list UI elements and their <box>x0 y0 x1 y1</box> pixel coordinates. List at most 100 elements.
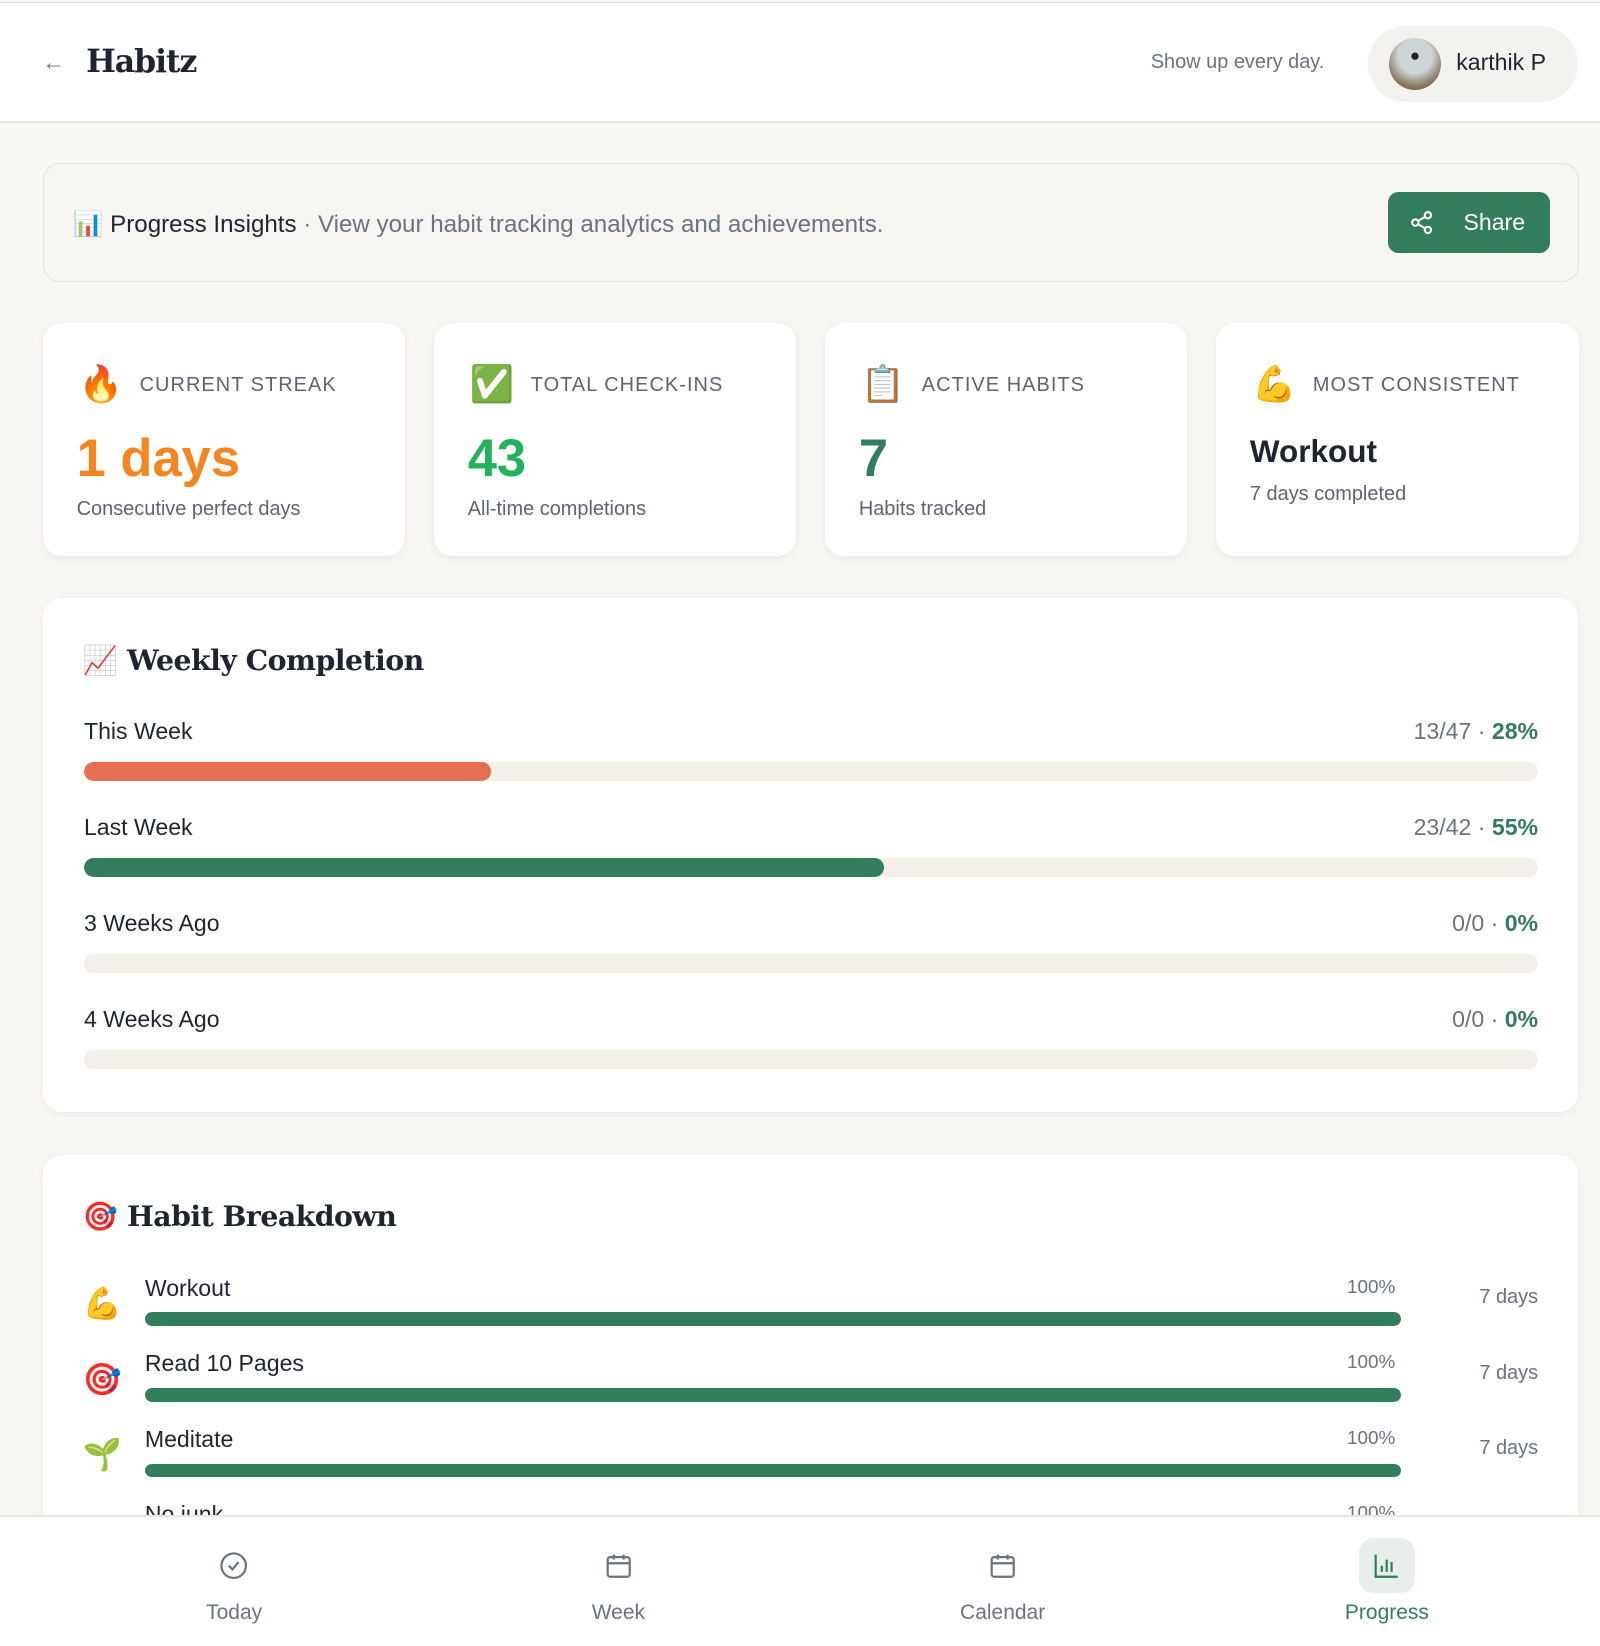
stat-card: 📋 ACTIVE HABITS 7 Habits tracked <box>825 323 1188 557</box>
week-label: Last Week <box>83 814 193 841</box>
calendar-icon <box>990 1554 1015 1578</box>
week-stats: 0/0 · 0% <box>1452 910 1539 937</box>
stat-caption: Consecutive perfect days <box>76 497 301 520</box>
app-header: ← Habitz Show up every day. karthik P <box>0 2 1600 123</box>
week-label: 3 Weeks Ago <box>83 910 220 937</box>
tab-today-label: Today <box>206 1600 263 1624</box>
check-circle-icon <box>220 1551 248 1579</box>
week-stats: 23/42 · 55% <box>1413 814 1539 841</box>
weekly-completion-panel: 📈 Weekly Completion This Week 13/47 · 28… <box>43 598 1578 1112</box>
habit-progress-fill <box>144 1387 1401 1402</box>
habit-progress-track <box>144 1463 1401 1478</box>
stat-value: Workout <box>1249 432 1377 469</box>
habit-name: Read 10 Pages <box>144 1350 304 1377</box>
stat-icon: 📋 <box>860 364 906 405</box>
week-count: 23/42 <box>1413 814 1472 841</box>
tab-week-label: Week <box>591 1600 645 1624</box>
bottom-nav: Today Week Calendar Progress <box>0 1515 1600 1646</box>
share-icon <box>1410 210 1432 235</box>
stat-card: ✅ TOTAL CHECK-INS 43 All-time completion… <box>434 323 797 557</box>
stat-value: 1 days <box>76 429 241 489</box>
progress-track <box>83 954 1539 974</box>
week-label: 4 Weeks Ago <box>83 1006 220 1033</box>
week-count: 13/47 <box>1413 718 1472 745</box>
weekly-title-text: Weekly Completion <box>127 642 424 677</box>
habit-icon: 💪 <box>82 1285 123 1322</box>
stat-card: 💪 MOST CONSISTENT Workout 7 days complet… <box>1216 323 1579 557</box>
progress-fill <box>83 762 492 782</box>
stat-caption: 7 days completed <box>1249 482 1407 505</box>
habit-name: Meditate <box>144 1425 234 1452</box>
stat-icon: 💪 <box>1251 364 1297 405</box>
habit-progress-fill <box>144 1463 1401 1478</box>
target-icon: 🎯 <box>82 1198 118 1233</box>
week-stats: 13/47 · 28% <box>1413 718 1539 745</box>
banner-text: 📊 Progress Insights · View your habit tr… <box>73 210 883 239</box>
chart-increasing-icon: 📈 <box>82 642 118 677</box>
stat-label: TOTAL CHECK-INS <box>530 373 724 396</box>
stat-caption: Habits tracked <box>858 497 987 520</box>
share-button[interactable]: Share <box>1387 192 1550 253</box>
habit-progress-fill <box>144 1312 1401 1326</box>
habit-row: 🎯 Read 10 Pages 100% 7 days <box>83 1350 1538 1413</box>
habit-row: 🌱 Meditate 100% 7 days <box>83 1426 1538 1489</box>
weekly-row: Last Week 23/42 · 55% <box>83 814 1539 879</box>
weekly-row: 3 Weeks Ago 0/0 · 0% <box>83 910 1539 975</box>
stat-value: 7 <box>858 429 889 489</box>
habit-name: Workout <box>144 1274 231 1301</box>
stat-icon: 🔥 <box>78 364 124 405</box>
habit-percent: 100% <box>1347 1352 1396 1374</box>
stat-label: MOST CONSISTENT <box>1312 373 1520 396</box>
habit-breakdown-title: 🎯 Habit Breakdown <box>82 1198 397 1233</box>
habit-percent: 100% <box>1347 1276 1396 1298</box>
breakdown-title-text: Habit Breakdown <box>127 1198 397 1233</box>
tab-progress-label: Progress <box>1344 1600 1429 1624</box>
weekly-completion-title: 📈 Weekly Completion <box>83 643 424 677</box>
week-count: 0/0 <box>1452 910 1485 937</box>
habit-percent: 100% <box>1347 1427 1396 1449</box>
progress-fill <box>83 858 884 878</box>
tab-week[interactable]: Week <box>513 1517 723 1646</box>
week-label: This Week <box>83 718 193 745</box>
habit-days: 7 days <box>1479 1437 1539 1460</box>
tab-today[interactable]: Today <box>129 1517 339 1646</box>
week-stats: 0/0 · 0% <box>1452 1006 1539 1033</box>
stat-label: ACTIVE HABITS <box>921 373 1086 396</box>
banner-subtitle: · View your habit tracking analytics and… <box>303 210 884 238</box>
weekly-row: This Week 13/47 · 28% <box>83 718 1539 783</box>
habit-progress-track <box>144 1387 1401 1402</box>
week-count: 0/0 <box>1452 1006 1485 1033</box>
progress-track <box>83 1050 1539 1070</box>
habit-row: 💪 Workout 100% 7 days <box>83 1275 1538 1338</box>
tab-calendar[interactable]: Calendar <box>898 1517 1108 1646</box>
habit-days: 7 days <box>1479 1286 1539 1309</box>
stat-label: CURRENT STREAK <box>139 373 337 396</box>
weekly-row: 4 Weeks Ago 0/0 · 0% <box>83 1006 1539 1071</box>
share-label: Share <box>1463 208 1526 235</box>
week-percent: 0% <box>1504 1006 1539 1033</box>
user-menu[interactable]: karthik P <box>1368 26 1578 102</box>
habit-icon: 🌱 <box>82 1436 123 1473</box>
week-percent: 0% <box>1504 910 1539 937</box>
app-title: Habitz <box>86 42 197 80</box>
calendar-week-icon <box>606 1554 631 1578</box>
week-percent: 55% <box>1491 814 1539 841</box>
week-percent: 28% <box>1491 718 1539 745</box>
progress-insights-banner: 📊 Progress Insights · View your habit tr… <box>43 162 1579 283</box>
bar-chart-icon: 📊 <box>73 210 104 238</box>
avatar <box>1389 37 1442 91</box>
habit-progress-track <box>144 1312 1401 1326</box>
back-arrow-icon[interactable]: ← <box>41 49 66 76</box>
stat-value: 43 <box>467 429 527 489</box>
tab-calendar-label: Calendar <box>960 1600 1046 1624</box>
bar-chart-icon <box>1374 1554 1398 1578</box>
banner-title: Progress Insights <box>110 210 297 238</box>
habit-icon: 🎯 <box>82 1360 123 1397</box>
stat-card: 🔥 CURRENT STREAK 1 days Consecutive perf… <box>43 323 406 557</box>
tab-progress[interactable]: Progress <box>1282 1517 1492 1646</box>
stat-caption: All-time completions <box>467 497 647 520</box>
tagline: Show up every day. <box>1150 51 1325 74</box>
user-name: karthik P <box>1456 49 1546 76</box>
stat-icon: ✅ <box>469 364 515 405</box>
